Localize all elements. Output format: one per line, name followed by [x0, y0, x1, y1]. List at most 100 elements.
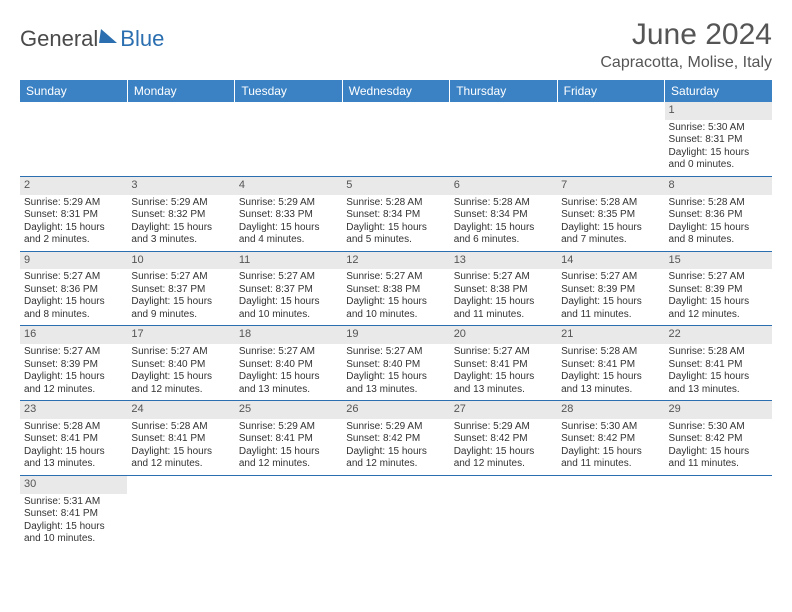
sunset-line: Sunset: 8:39 PM — [24, 359, 123, 372]
day-number: 21 — [557, 326, 664, 344]
title-block: June 2024 Capracotta, Molise, Italy — [600, 18, 772, 72]
day-details: Sunrise: 5:30 AMSunset: 8:31 PMDaylight:… — [665, 120, 772, 176]
calendar-cell — [557, 102, 664, 176]
sunrise-line: Sunrise: 5:29 AM — [239, 197, 338, 210]
calendar-cell: 9Sunrise: 5:27 AMSunset: 8:36 PMDaylight… — [20, 251, 127, 326]
day-details: Sunrise: 5:29 AMSunset: 8:33 PMDaylight:… — [235, 195, 342, 251]
sunset-line: Sunset: 8:32 PM — [131, 209, 230, 222]
calendar-cell — [20, 102, 127, 176]
sunrise-line: Sunrise: 5:30 AM — [669, 122, 768, 135]
sunset-line: Sunset: 8:36 PM — [669, 209, 768, 222]
day-number: 4 — [235, 177, 342, 195]
daylight-line: Daylight: 15 hours and 8 minutes. — [669, 222, 768, 247]
day-details: Sunrise: 5:28 AMSunset: 8:34 PMDaylight:… — [342, 195, 449, 251]
daylight-line: Daylight: 15 hours and 8 minutes. — [24, 296, 123, 321]
day-details: Sunrise: 5:27 AMSunset: 8:39 PMDaylight:… — [20, 344, 127, 400]
sunrise-line: Sunrise: 5:28 AM — [131, 421, 230, 434]
calendar-cell: 5Sunrise: 5:28 AMSunset: 8:34 PMDaylight… — [342, 176, 449, 251]
logo-triangle-icon — [99, 29, 119, 43]
daylight-line: Daylight: 15 hours and 12 minutes. — [131, 371, 230, 396]
daylight-line: Daylight: 15 hours and 12 minutes. — [239, 446, 338, 471]
day-details: Sunrise: 5:27 AMSunset: 8:41 PMDaylight:… — [450, 344, 557, 400]
sunset-line: Sunset: 8:40 PM — [346, 359, 445, 372]
calendar-cell: 10Sunrise: 5:27 AMSunset: 8:37 PMDayligh… — [127, 251, 234, 326]
weekday-thursday: Thursday — [450, 80, 557, 102]
sunset-line: Sunset: 8:42 PM — [561, 433, 660, 446]
sunrise-line: Sunrise: 5:28 AM — [669, 346, 768, 359]
day-number: 9 — [20, 252, 127, 270]
sunrise-line: Sunrise: 5:27 AM — [239, 271, 338, 284]
daylight-line: Daylight: 15 hours and 3 minutes. — [131, 222, 230, 247]
daylight-line: Daylight: 15 hours and 12 minutes. — [24, 371, 123, 396]
sunset-line: Sunset: 8:34 PM — [346, 209, 445, 222]
day-details: Sunrise: 5:27 AMSunset: 8:40 PMDaylight:… — [127, 344, 234, 400]
calendar-cell — [450, 102, 557, 176]
daylight-line: Daylight: 15 hours and 4 minutes. — [239, 222, 338, 247]
sunset-line: Sunset: 8:42 PM — [346, 433, 445, 446]
sunrise-line: Sunrise: 5:27 AM — [239, 346, 338, 359]
weekday-header-row: Sunday Monday Tuesday Wednesday Thursday… — [20, 80, 772, 102]
sunrise-line: Sunrise: 5:28 AM — [669, 197, 768, 210]
calendar-cell: 1Sunrise: 5:30 AMSunset: 8:31 PMDaylight… — [665, 102, 772, 176]
sunrise-line: Sunrise: 5:29 AM — [24, 197, 123, 210]
calendar-cell: 6Sunrise: 5:28 AMSunset: 8:34 PMDaylight… — [450, 176, 557, 251]
calendar-week-row: 2Sunrise: 5:29 AMSunset: 8:31 PMDaylight… — [20, 176, 772, 251]
daylight-line: Daylight: 15 hours and 5 minutes. — [346, 222, 445, 247]
daylight-line: Daylight: 15 hours and 10 minutes. — [239, 296, 338, 321]
sunset-line: Sunset: 8:39 PM — [669, 284, 768, 297]
calendar-cell — [557, 475, 664, 549]
sunrise-line: Sunrise: 5:29 AM — [346, 421, 445, 434]
day-number: 19 — [342, 326, 449, 344]
calendar-week-row: 30Sunrise: 5:31 AMSunset: 8:41 PMDayligh… — [20, 475, 772, 549]
calendar-cell: 28Sunrise: 5:30 AMSunset: 8:42 PMDayligh… — [557, 401, 664, 476]
day-details: Sunrise: 5:27 AMSunset: 8:37 PMDaylight:… — [127, 269, 234, 325]
day-number: 25 — [235, 401, 342, 419]
calendar-cell: 14Sunrise: 5:27 AMSunset: 8:39 PMDayligh… — [557, 251, 664, 326]
daylight-line: Daylight: 15 hours and 12 minutes. — [131, 446, 230, 471]
sunrise-line: Sunrise: 5:27 AM — [346, 271, 445, 284]
sunrise-line: Sunrise: 5:27 AM — [454, 271, 553, 284]
calendar-week-row: 16Sunrise: 5:27 AMSunset: 8:39 PMDayligh… — [20, 326, 772, 401]
calendar-cell: 30Sunrise: 5:31 AMSunset: 8:41 PMDayligh… — [20, 475, 127, 549]
logo: General Blue — [20, 26, 164, 52]
calendar-cell — [235, 102, 342, 176]
day-number: 2 — [20, 177, 127, 195]
sunset-line: Sunset: 8:42 PM — [454, 433, 553, 446]
weekday-friday: Friday — [557, 80, 664, 102]
sunset-line: Sunset: 8:40 PM — [239, 359, 338, 372]
day-details: Sunrise: 5:29 AMSunset: 8:32 PMDaylight:… — [127, 195, 234, 251]
day-details: Sunrise: 5:27 AMSunset: 8:39 PMDaylight:… — [665, 269, 772, 325]
calendar-cell — [342, 102, 449, 176]
sunset-line: Sunset: 8:41 PM — [454, 359, 553, 372]
sunset-line: Sunset: 8:41 PM — [24, 508, 123, 521]
sunrise-line: Sunrise: 5:30 AM — [561, 421, 660, 434]
calendar-cell: 16Sunrise: 5:27 AMSunset: 8:39 PMDayligh… — [20, 326, 127, 401]
daylight-line: Daylight: 15 hours and 13 minutes. — [669, 371, 768, 396]
sunrise-line: Sunrise: 5:31 AM — [24, 496, 123, 509]
sunrise-line: Sunrise: 5:30 AM — [669, 421, 768, 434]
day-number: 28 — [557, 401, 664, 419]
sunset-line: Sunset: 8:40 PM — [131, 359, 230, 372]
calendar-cell: 8Sunrise: 5:28 AMSunset: 8:36 PMDaylight… — [665, 176, 772, 251]
day-details: Sunrise: 5:28 AMSunset: 8:41 PMDaylight:… — [20, 419, 127, 475]
sunset-line: Sunset: 8:36 PM — [24, 284, 123, 297]
day-details: Sunrise: 5:31 AMSunset: 8:41 PMDaylight:… — [20, 494, 127, 550]
day-details: Sunrise: 5:28 AMSunset: 8:36 PMDaylight:… — [665, 195, 772, 251]
day-number: 7 — [557, 177, 664, 195]
sunset-line: Sunset: 8:31 PM — [669, 134, 768, 147]
day-details: Sunrise: 5:28 AMSunset: 8:41 PMDaylight:… — [127, 419, 234, 475]
sunrise-line: Sunrise: 5:27 AM — [454, 346, 553, 359]
day-number: 26 — [342, 401, 449, 419]
day-number: 3 — [127, 177, 234, 195]
sunrise-line: Sunrise: 5:28 AM — [454, 197, 553, 210]
sunset-line: Sunset: 8:38 PM — [346, 284, 445, 297]
day-details: Sunrise: 5:29 AMSunset: 8:31 PMDaylight:… — [20, 195, 127, 251]
day-number: 8 — [665, 177, 772, 195]
day-number: 24 — [127, 401, 234, 419]
weekday-wednesday: Wednesday — [342, 80, 449, 102]
day-number: 13 — [450, 252, 557, 270]
day-number: 10 — [127, 252, 234, 270]
sunrise-line: Sunrise: 5:29 AM — [131, 197, 230, 210]
sunset-line: Sunset: 8:41 PM — [131, 433, 230, 446]
day-details: Sunrise: 5:29 AMSunset: 8:42 PMDaylight:… — [450, 419, 557, 475]
